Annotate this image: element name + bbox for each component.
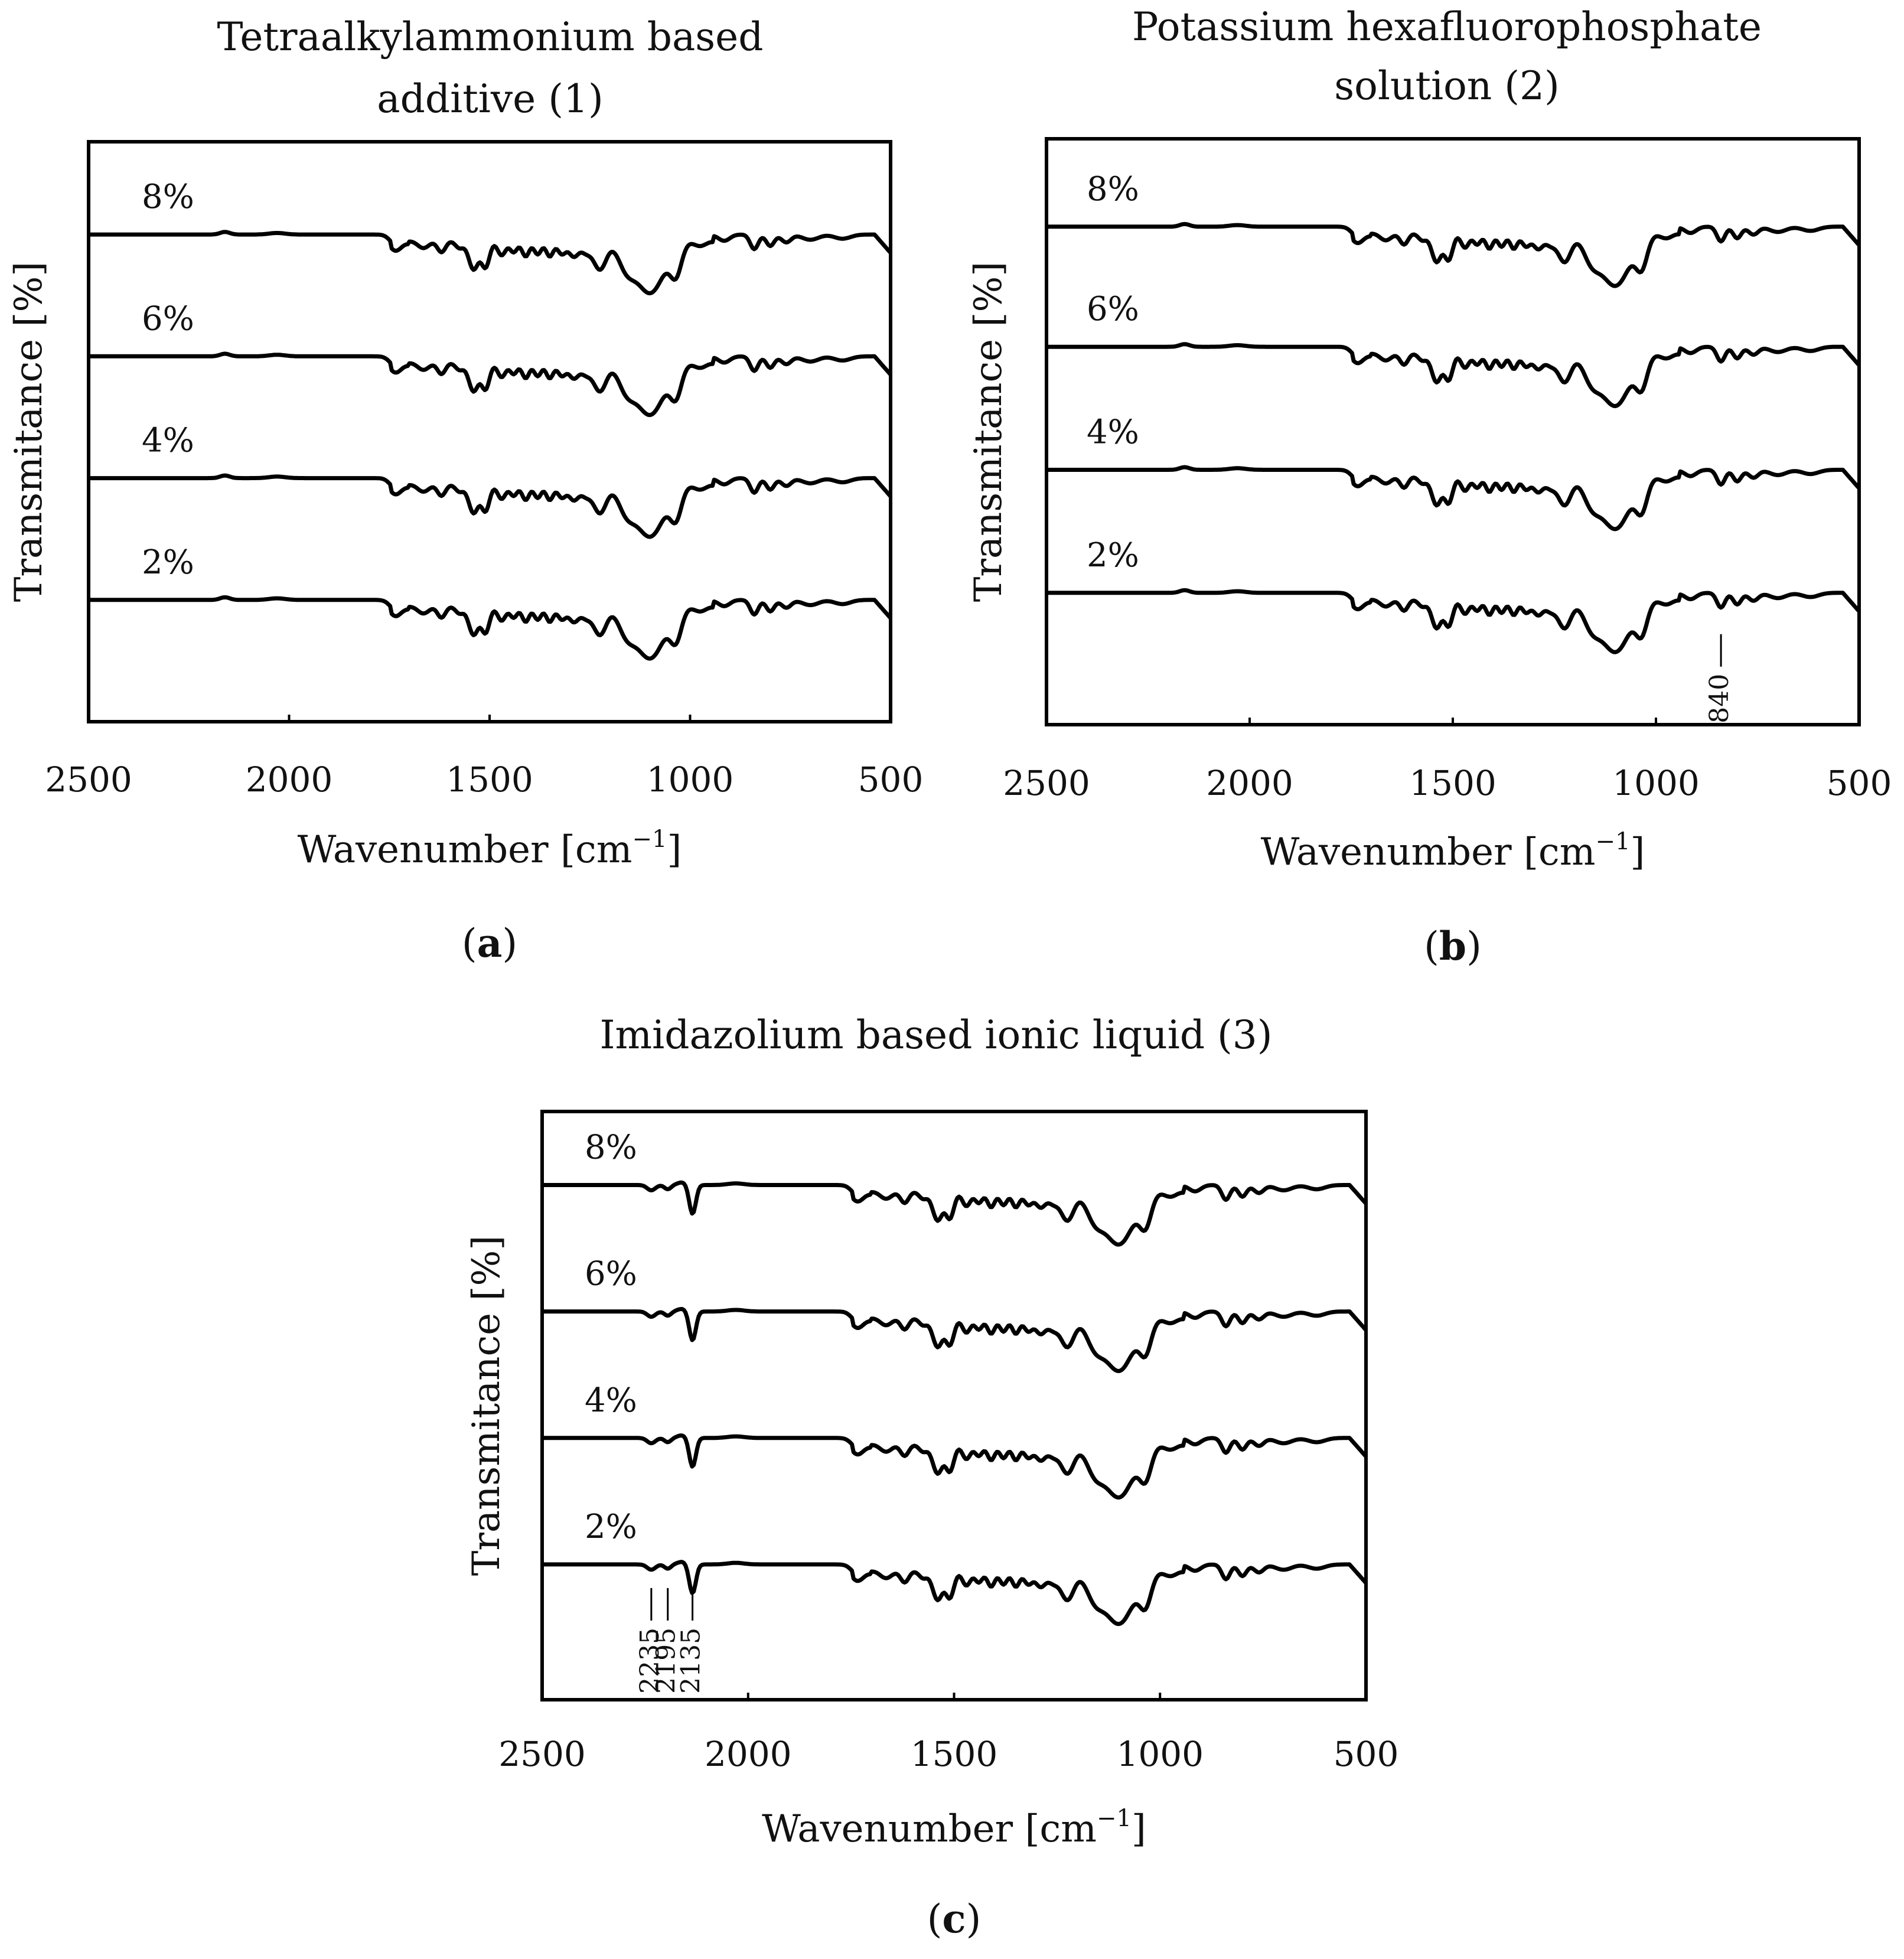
series-line-6pct: [542, 1307, 1368, 1373]
chart-panel-b: Potassium hexafluorophosphate solution (2…: [967, 4, 1892, 969]
series-line-2pct: [1046, 588, 1861, 654]
x-axis-label-main: Wavenumber [cm: [298, 828, 633, 872]
panel-label-open: (: [927, 1896, 943, 1942]
chart-panel-a: Tetraalkylammonium based additive (1) 2500…: [7, 14, 923, 966]
series-line-4pct: [88, 473, 892, 539]
series-line-8pct: [542, 1180, 1368, 1247]
series-label: 4%: [142, 422, 194, 460]
y-axis-label: Transmitance [%]: [967, 262, 1010, 602]
x-axis-label: Wavenumber [cm−1]: [1261, 828, 1645, 874]
plot-frame: [87, 140, 892, 723]
chart-panel-c: Imidazolium based ionic liquid (3) 2500 20…: [465, 1012, 1398, 1942]
y-axis-label: Transmitance [%]: [465, 1236, 508, 1576]
series-line-2pct: [88, 595, 892, 661]
series-line-4pct: [542, 1433, 1368, 1500]
panel-label: (b): [1424, 923, 1482, 969]
series-label: 4%: [585, 1381, 637, 1420]
series-label: 8%: [142, 178, 194, 216]
x-axis-label-sup: −1: [632, 826, 667, 853]
series-label: 6%: [142, 299, 194, 338]
series-label: 2%: [1087, 536, 1139, 575]
chart-title: Potassium hexafluorophosphate: [1132, 4, 1762, 50]
annotation-label: 2235: [635, 1628, 665, 1694]
panel-label: (c): [927, 1896, 982, 1942]
y-axis-label: Transmitance [%]: [7, 262, 51, 602]
annotation-label: 840: [1704, 674, 1735, 723]
series-line-4pct: [1046, 465, 1861, 532]
panel-label-close: ): [1466, 924, 1482, 969]
x-tick-label: 2500: [1003, 763, 1090, 803]
series-label: 8%: [1087, 170, 1139, 208]
series-label: 2%: [585, 1508, 637, 1546]
x-tick-label: 500: [1827, 763, 1892, 803]
panel-label-open: (: [1424, 924, 1439, 969]
series-label: 6%: [1087, 290, 1139, 328]
x-tick-label: 1000: [647, 760, 734, 800]
x-tick-label: 2000: [705, 1734, 792, 1774]
x-tick-label: 1000: [1116, 1734, 1204, 1774]
series-line-6pct: [88, 351, 892, 418]
series-label: 6%: [585, 1255, 637, 1293]
series-label: 4%: [1087, 413, 1139, 451]
x-tick-label: 1500: [911, 1734, 998, 1774]
x-axis-label-main: Wavenumber [cm: [762, 1807, 1097, 1851]
x-axis-label-close: ]: [1132, 1807, 1146, 1851]
series-line-6pct: [1046, 342, 1861, 409]
panel-label-close: ): [502, 921, 517, 966]
x-tick-label: 1500: [1409, 763, 1497, 803]
annotation-label: 2135: [676, 1628, 706, 1694]
panel-label-letter: c: [942, 1896, 966, 1942]
series-line-2pct: [542, 1560, 1368, 1626]
x-tick-label: 1000: [1612, 763, 1700, 803]
panel-label: (a): [462, 920, 517, 966]
x-axis-label-close: ]: [1630, 830, 1645, 874]
chart-title: Tetraalkylammonium based: [217, 14, 764, 60]
chart-title: Imidazolium based ionic liquid (3): [599, 1012, 1272, 1058]
panel-label-open: (: [462, 921, 477, 966]
panel-label-letter: b: [1439, 923, 1466, 969]
x-tick-label: 500: [1334, 1734, 1399, 1774]
chart-title: additive (1): [377, 76, 603, 122]
x-axis-label-main: Wavenumber [cm: [1261, 830, 1596, 874]
x-tick-label: 2500: [498, 1734, 586, 1774]
series-line-8pct: [88, 230, 892, 295]
series-label: 8%: [585, 1129, 637, 1167]
x-tick-label: 2500: [45, 760, 132, 800]
x-axis-label-close: ]: [667, 828, 682, 872]
x-tick-label: 1500: [446, 760, 533, 800]
series-label: 2%: [142, 543, 194, 582]
panel-label-letter: a: [477, 920, 503, 966]
x-axis-label: Wavenumber [cm−1]: [298, 826, 682, 872]
annotation-label: 2195: [651, 1628, 682, 1694]
x-axis-label-sup: −1: [1097, 1805, 1132, 1832]
x-tick-label: 2000: [246, 760, 333, 800]
chart-title: solution (2): [1334, 63, 1560, 109]
plot-frame: [540, 1110, 1368, 1702]
x-tick-label: 500: [858, 760, 924, 800]
series-line-8pct: [1046, 221, 1861, 288]
x-tick-label: 2000: [1206, 763, 1293, 803]
panel-label-close: ): [966, 1896, 982, 1942]
x-axis-label: Wavenumber [cm−1]: [762, 1805, 1146, 1851]
x-axis-label-sup: −1: [1595, 828, 1630, 855]
